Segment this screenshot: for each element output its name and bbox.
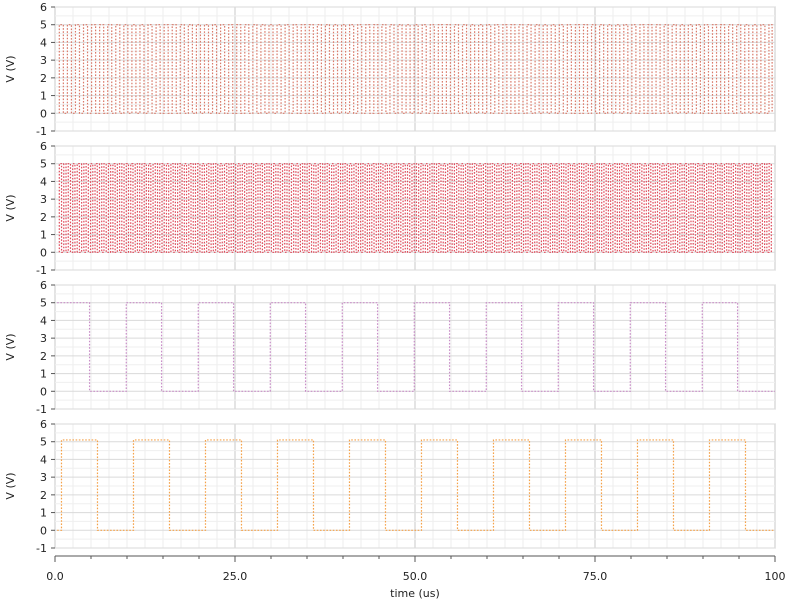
x-axis: 0.0 25.0 50.0 75.0 100 time (us) (46, 555, 786, 600)
y-tick-label: 0 (40, 524, 47, 537)
y-tick-label: 5 (40, 158, 47, 171)
y-tick-label: 2 (40, 211, 47, 224)
y-tick-label: 6 (40, 140, 47, 153)
grid (54, 423, 776, 549)
y-tick-label: 0 (40, 385, 47, 398)
y-tick-label: 1 (40, 368, 47, 381)
y-tick-label: 4 (40, 175, 47, 188)
panel-4: 6 5 4 3 2 1 0 -1 V (V) 0.0 25.0 50.0 75.0 100 time (us… (4, 418, 786, 600)
y-tick-label: 1 (40, 507, 47, 520)
y-tick-label: 3 (40, 193, 47, 206)
y-tick-label: 6 (40, 279, 47, 292)
y-tick-label: 5 (40, 436, 47, 449)
series-line-1 (58, 24, 773, 114)
y-tick-label: 4 (40, 453, 47, 466)
y-tick-label: 4 (40, 314, 47, 327)
y-tick-label: 0 (40, 246, 47, 259)
y-tick-label: 3 (40, 332, 47, 345)
y-tick-label: -1 (36, 264, 47, 277)
y-tick-label: 4 (40, 36, 47, 49)
x-axis-title: time (us) (390, 587, 440, 600)
x-tick-label: 75.0 (583, 570, 608, 583)
y-tick-label: 2 (40, 350, 47, 363)
y-tick-label: 1 (40, 229, 47, 242)
y-tick-label: 3 (40, 471, 47, 484)
y-axis-title: V (V) (4, 194, 17, 221)
panel-3: 6 5 4 3 2 1 0 -1 V (V) (4, 279, 776, 416)
x-tick-label: 50.0 (403, 570, 428, 583)
y-tick-label: 5 (40, 297, 47, 310)
panel-2: 6 5 4 3 2 1 0 -1 V (V) (4, 140, 776, 277)
series-line-1 (57, 302, 775, 392)
series-line-1 (57, 439, 775, 531)
y-tick-label: 0 (40, 107, 47, 120)
y-tick-label: -1 (36, 403, 47, 416)
y-tick-label: -1 (36, 125, 47, 138)
y-tick-label: 1 (40, 90, 47, 103)
y-tick-label: 3 (40, 54, 47, 67)
y-tick-label: 5 (40, 19, 47, 32)
y-axis-title: V (V) (4, 55, 17, 82)
y-tick-label: 2 (40, 72, 47, 85)
y-tick-label: 6 (40, 1, 47, 14)
grid (54, 284, 776, 410)
y-axis-title: V (V) (4, 333, 17, 360)
y-tick-label: 2 (40, 489, 47, 502)
y-axis-title: V (V) (4, 472, 17, 499)
panel-1: 6 5 4 3 2 1 0 -1 V (V) (4, 1, 776, 138)
x-tick-label: 0.0 (46, 570, 64, 583)
y-tick-label: 6 (40, 418, 47, 431)
grid (54, 6, 776, 132)
y-tick-label: -1 (36, 542, 47, 555)
x-tick-label: 25.0 (223, 570, 248, 583)
x-tick-label: 100 (765, 570, 786, 583)
